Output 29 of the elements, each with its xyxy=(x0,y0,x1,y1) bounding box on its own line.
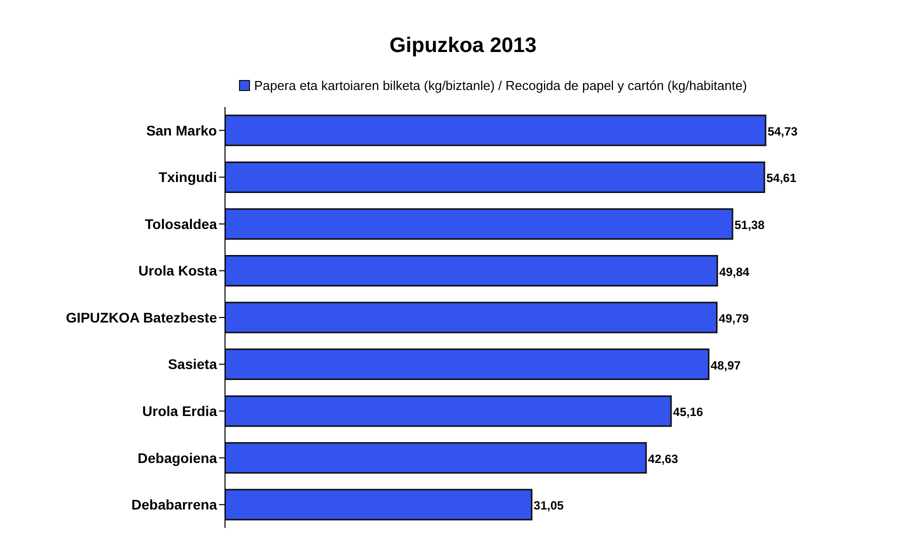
y-tick-label: GIPUZKOA Batezbeste xyxy=(66,309,218,326)
bar xyxy=(225,255,718,287)
bar xyxy=(225,395,672,427)
data-label: 48,97 xyxy=(710,358,742,372)
data-label: 31,05 xyxy=(534,498,564,513)
y-tick-label: Urola Erdia xyxy=(142,403,218,420)
data-label: 54,61 xyxy=(766,171,797,186)
y-tick-label: Sasieta xyxy=(168,356,218,372)
chart-title: Gipuzkoa 2013 xyxy=(388,33,538,59)
bar xyxy=(225,442,647,474)
bar xyxy=(225,302,718,334)
bar xyxy=(225,114,766,146)
legend-label: Papera eta kartoiaren bilketa (kg/biztanle) / Recogida de papel y cartón (kg/habitante) xyxy=(254,78,747,93)
y-tick-label: Txingudi xyxy=(158,169,217,186)
data-label: 51,38 xyxy=(734,218,765,232)
bar xyxy=(225,161,766,193)
y-tick-label: Tolosaldea xyxy=(144,216,218,232)
data-label: 42,63 xyxy=(648,452,678,466)
y-tick-label: Debabarrena xyxy=(131,496,218,513)
bar xyxy=(225,488,532,520)
data-label: 45,16 xyxy=(673,405,704,420)
data-label: 49,79 xyxy=(718,312,750,326)
bar xyxy=(225,208,734,240)
y-tick-label: San Marko xyxy=(146,122,217,138)
y-tick-label: Debagoiena xyxy=(138,450,218,466)
data-label: 49,84 xyxy=(719,264,750,279)
y-tick-label: Urola Kosta xyxy=(138,262,218,279)
bar xyxy=(225,348,710,380)
data-label: 54,73 xyxy=(768,124,798,138)
